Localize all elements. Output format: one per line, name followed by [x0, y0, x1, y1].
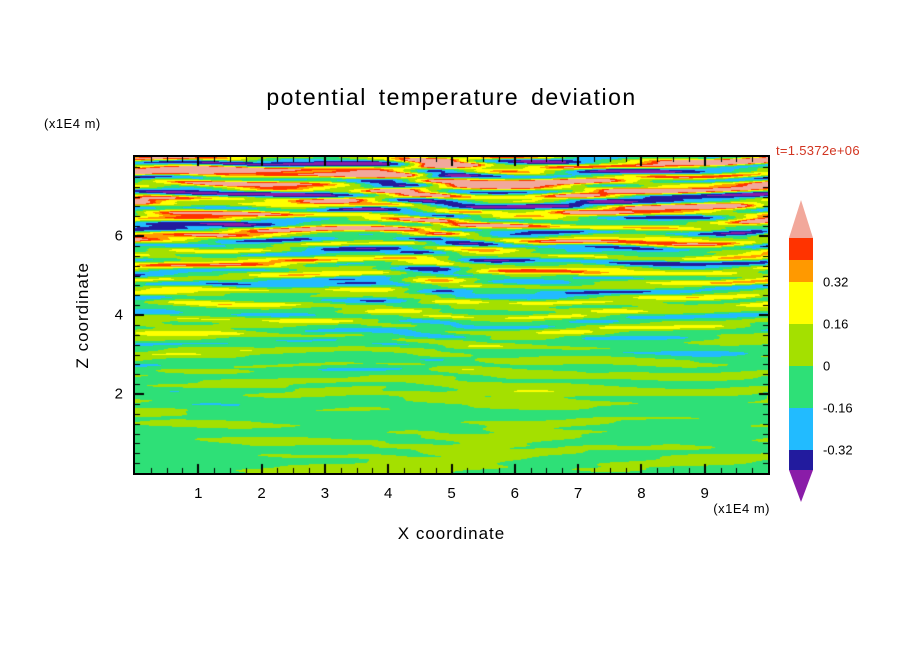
x-tick-label: 1	[194, 485, 203, 502]
y-axis-title-text: Z coordinate	[73, 261, 92, 369]
colorbar-segment-red	[789, 238, 813, 260]
x-tick-label: 2	[257, 485, 266, 502]
y-tick-label: 2	[114, 385, 123, 403]
colorbar	[789, 200, 813, 502]
x-tick-label: 4	[384, 485, 393, 502]
colorbar-tick-label: 0.16	[823, 316, 849, 332]
colorbar-segment-yellow	[789, 282, 813, 324]
colorbar-tick-label: -0.16	[823, 400, 853, 416]
colorbar-segment-cyan	[789, 408, 813, 450]
colorbar-tick-label: 0.32	[823, 274, 849, 290]
y-axis-unit-label: (x1E4 m)	[44, 116, 101, 131]
colorbar-arrow-top	[789, 200, 813, 238]
colorbar-segment-orange	[789, 260, 813, 282]
colorbar-segment-dark-blue	[789, 450, 813, 470]
colorbar-arrow-bottom	[789, 470, 813, 502]
x-tick-label: 3	[320, 485, 330, 502]
colorbar-segment-yellow-green	[789, 324, 813, 366]
x-axis-unit-label: (x1E4 m)	[713, 501, 770, 516]
y-tick-label: 6	[114, 227, 123, 245]
x-tick-label: 5	[447, 485, 456, 502]
colorbar-tick-label: -0.32	[823, 442, 853, 458]
y-axis-title: Z coordinate	[70, 155, 96, 475]
y-tick-label: 4	[114, 306, 123, 324]
x-tick-label: 8	[637, 485, 646, 502]
plot-title: potential temperature deviation	[266, 84, 637, 110]
x-axis-title: X coordinate	[397, 524, 506, 543]
plot-area	[133, 155, 770, 475]
x-tick-label: 6	[510, 485, 519, 502]
colorbar-segment-spring-green	[789, 366, 813, 408]
contour-field-canvas	[135, 157, 768, 473]
colorbar-tick-label: 0	[823, 358, 831, 374]
x-tick-label: 9	[700, 485, 709, 502]
x-tick-label: 7	[573, 485, 583, 502]
timestamp-label: t=1.5372e+06	[776, 143, 860, 158]
